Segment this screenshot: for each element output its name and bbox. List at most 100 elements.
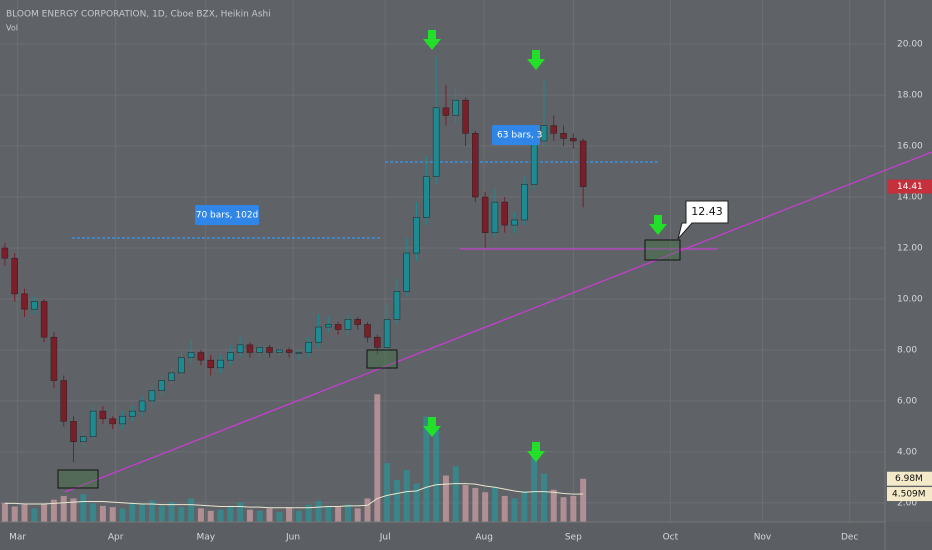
volume-bar (158, 505, 165, 522)
candle-body (99, 410, 107, 420)
volume-bar (540, 473, 547, 522)
candle-body (276, 349, 283, 353)
candle-body (119, 415, 126, 425)
candle-body (21, 293, 28, 310)
candle-body (158, 380, 165, 391)
x-axis-band (0, 522, 932, 550)
volume-bar (286, 507, 293, 522)
range-label: 63 bars, 3 (497, 131, 542, 141)
candle-body (579, 140, 587, 187)
volume-bar (217, 509, 224, 522)
volume-bar (305, 504, 312, 522)
candle-body (60, 380, 67, 422)
range-label-box (492, 125, 540, 145)
candle-body (1, 247, 9, 259)
volume-ma-label-box (887, 487, 932, 502)
highlight-box (644, 239, 681, 261)
candle-body (285, 349, 293, 353)
callout (677, 200, 729, 240)
y-tick-label: 8.00 (897, 345, 917, 355)
x-tick-label: Oct (663, 533, 679, 543)
candle-body (550, 125, 557, 134)
y-tick-label: 4.00 (897, 447, 917, 457)
candle-body (334, 324, 342, 330)
candle-body (138, 400, 146, 412)
candle-body (393, 291, 401, 320)
x-tick-label: Aug (475, 533, 493, 543)
price-label: 14.41 (897, 182, 923, 192)
candle-body (325, 324, 332, 328)
candle-body (256, 347, 263, 353)
candle-body (413, 217, 420, 254)
volume-bar (50, 499, 57, 522)
candle-body (344, 319, 352, 330)
candle-body (305, 342, 312, 353)
price-label-box (887, 179, 932, 194)
x-tick-label: Mar (9, 533, 26, 543)
highlight-box (57, 469, 99, 489)
volume-pane (1, 394, 587, 522)
y-tick-label: 6.00 (897, 396, 917, 406)
volume-bar (501, 495, 508, 522)
volume-bar (452, 466, 459, 522)
candle-body (40, 301, 48, 338)
volume-bar (384, 463, 391, 522)
range-label-box (195, 205, 259, 225)
volume-bar (129, 503, 136, 522)
y-tick-label: 14.00 (897, 193, 923, 203)
volume-bar (521, 491, 528, 522)
arrow (527, 442, 545, 462)
volume-bar (550, 489, 557, 522)
candle-body (236, 344, 244, 353)
volume-bar (246, 509, 253, 522)
candle-body (452, 99, 459, 116)
candle-body (109, 418, 116, 425)
candle-body (491, 201, 499, 233)
candle-body (511, 219, 518, 226)
volume-bar (188, 498, 195, 522)
volume-bar (148, 500, 155, 522)
candle-body (70, 421, 77, 442)
arrow (423, 30, 441, 50)
volume-bar (325, 505, 332, 522)
volume-bar (31, 508, 38, 522)
volume-bar (178, 507, 185, 522)
grid (0, 0, 885, 522)
candle-body (530, 140, 538, 185)
candle-body (11, 257, 18, 295)
volume-bar (197, 508, 204, 522)
candle-body (207, 359, 214, 369)
y-tick-label: 16.00 (897, 142, 923, 152)
volume-bar (99, 505, 106, 522)
candle-body (423, 176, 430, 218)
volume-bar (580, 478, 587, 522)
candle-body (187, 352, 195, 358)
candle-body (168, 372, 175, 381)
candles (1, 56, 587, 463)
arrow (423, 417, 441, 437)
volume-bar (139, 504, 146, 522)
x-tick-label: Apr (108, 533, 124, 543)
y-tick-label: 12.00 (897, 244, 923, 254)
volume-bar (511, 498, 518, 522)
candle-body (80, 436, 87, 442)
candle-body (315, 326, 322, 343)
volume-bar (60, 495, 67, 522)
axes: 20.00 18.00 16.00 14.00 12.00 10.00 8.00 6.00 4.… (9, 40, 932, 543)
x-tick-label: May (197, 533, 216, 543)
candle-body (89, 410, 97, 437)
candle-body (148, 390, 156, 402)
candle-body (501, 201, 508, 226)
candle-body (178, 357, 185, 374)
volume-title: Vol (6, 24, 18, 33)
candle-body (442, 107, 450, 116)
volume-bar (403, 469, 410, 522)
arrows (423, 30, 667, 462)
candle-body (403, 252, 410, 292)
volume-bar (11, 506, 18, 522)
volume-bar (256, 510, 263, 522)
candle-body (197, 352, 205, 361)
volume-bar (119, 508, 126, 522)
candle-body (246, 344, 254, 353)
